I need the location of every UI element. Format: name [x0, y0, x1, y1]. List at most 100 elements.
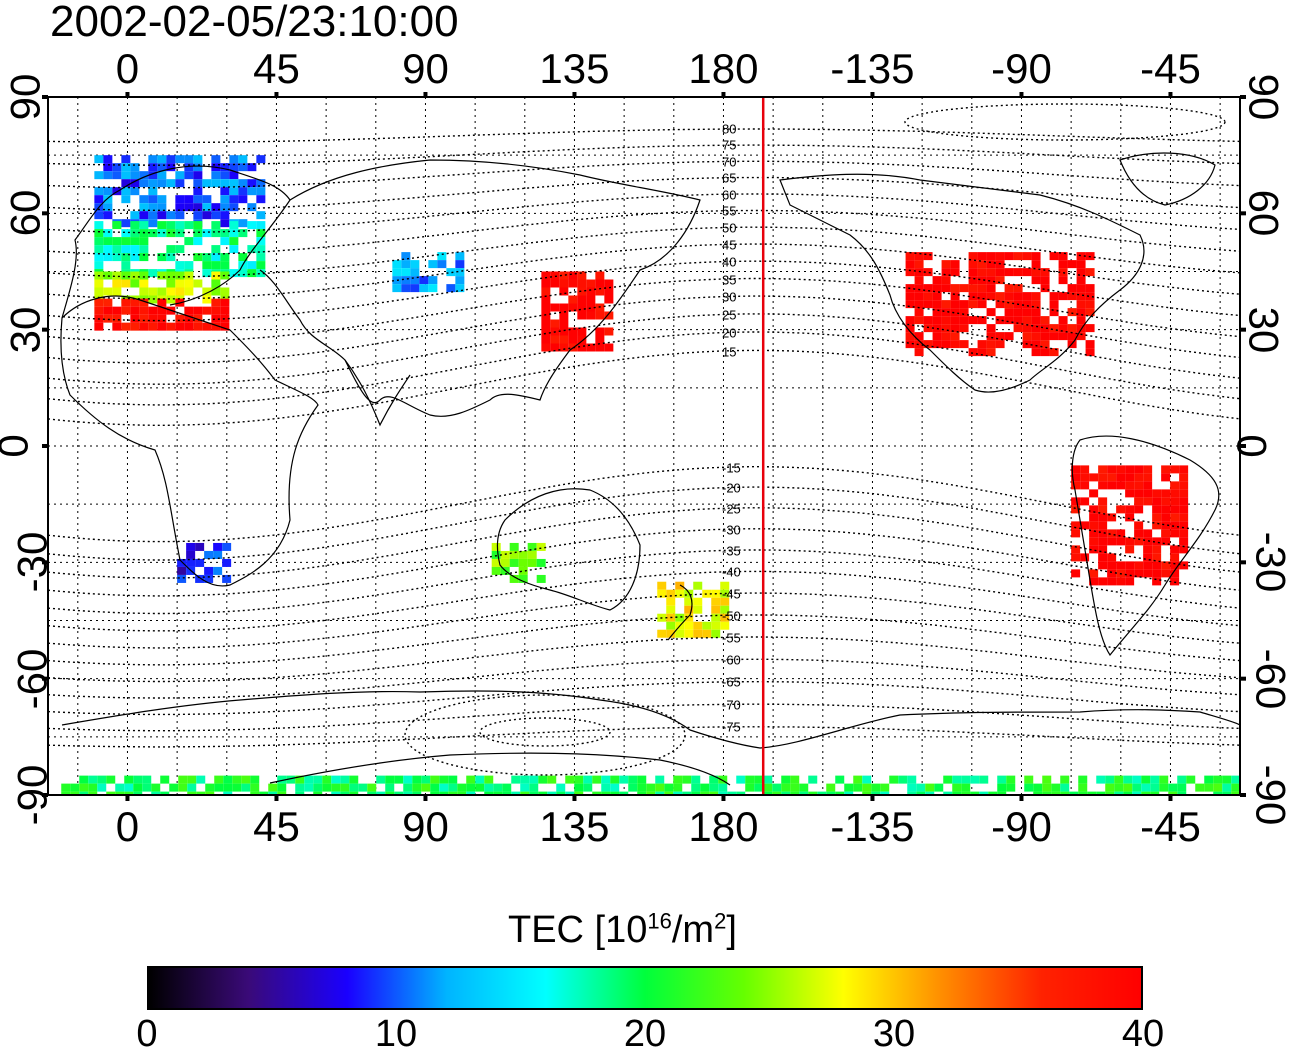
tec-cell	[583, 775, 593, 784]
tec-cell	[241, 783, 251, 792]
tec-cell	[1031, 252, 1041, 261]
tec-cell	[184, 314, 194, 323]
tec-cell	[1071, 473, 1081, 482]
contour-level-label: 65	[722, 170, 737, 186]
tec-cell	[112, 306, 122, 315]
tec-cell	[148, 211, 158, 220]
tec-cell	[115, 791, 125, 795]
tec-cell	[1076, 332, 1086, 341]
tec-cell	[968, 260, 978, 269]
bottom-longitude-tick-label: -45	[1140, 803, 1201, 850]
tec-cell	[684, 597, 694, 606]
tec-cell	[1143, 481, 1153, 490]
tec-cell	[853, 783, 863, 792]
tec-cell	[997, 775, 1007, 784]
tec-cell	[1107, 577, 1117, 586]
tec-cell	[256, 237, 266, 246]
tec-cell	[1085, 324, 1095, 333]
tec-cell	[139, 203, 149, 212]
tec-cell	[1143, 569, 1153, 578]
tec-cell	[238, 269, 248, 278]
tec-cell	[977, 268, 987, 277]
tec-cell	[541, 303, 551, 312]
tec-cell	[202, 211, 212, 220]
tec-cell	[817, 791, 827, 795]
contour-level-label: 35	[722, 272, 737, 288]
bottom-longitude-tick-label: 135	[539, 803, 610, 850]
tec-cell	[995, 276, 1005, 285]
tec-cell	[157, 171, 167, 180]
tec-cell	[103, 155, 113, 164]
contour-level-label: -50	[722, 608, 741, 624]
tec-cell	[518, 574, 528, 583]
tec-cell	[238, 163, 248, 172]
contour-line	[48, 209, 1240, 256]
tec-cell	[220, 179, 230, 188]
tec-cell	[121, 195, 131, 204]
tec-cell	[211, 322, 221, 331]
tec-cell	[121, 253, 131, 262]
tec-cell	[256, 253, 266, 262]
tec-cell	[238, 219, 248, 228]
tec-cell	[1051, 783, 1061, 792]
tec-cell	[187, 775, 197, 784]
tec-cell	[139, 179, 149, 188]
tec-cell	[684, 629, 694, 638]
tec-cell	[950, 316, 960, 325]
tec-cell	[112, 279, 122, 288]
tec-cell	[1105, 775, 1115, 784]
tec-cell	[349, 783, 359, 792]
tec-cell	[1089, 569, 1099, 578]
tec-cell	[94, 221, 104, 230]
tec-cell	[1098, 513, 1108, 522]
tec-cell	[601, 783, 611, 792]
tec-cell	[157, 229, 167, 238]
tec-cell	[1049, 252, 1059, 261]
tec-cell	[862, 775, 872, 784]
tec-cell	[1031, 340, 1041, 349]
tec-cell	[112, 253, 122, 262]
tec-cell	[229, 155, 239, 164]
tec-cell	[1031, 308, 1041, 317]
tec-cell	[968, 316, 978, 325]
tec-cell	[184, 306, 194, 315]
tec-cell	[157, 211, 167, 220]
tec-cell	[880, 783, 890, 792]
tec-cell	[148, 203, 158, 212]
tec-cell	[871, 791, 881, 795]
tec-cell	[959, 300, 969, 309]
tec-cell	[256, 179, 266, 188]
tec-cell	[220, 195, 230, 204]
tec-cell	[103, 229, 113, 238]
tec-cell	[112, 245, 122, 254]
tec-cell	[1060, 783, 1070, 792]
tec-cell	[193, 171, 203, 180]
tec-cell	[1067, 332, 1077, 341]
tec-cell	[437, 260, 447, 269]
tec-cell	[304, 783, 314, 792]
tec-cell	[139, 245, 149, 254]
tec-cell	[1022, 332, 1032, 341]
tec-cell	[1078, 783, 1088, 792]
contour-line	[48, 128, 1240, 144]
tec-cell	[693, 621, 703, 630]
tec-cell	[574, 783, 584, 792]
tec-cell	[238, 229, 248, 238]
tec-cell	[1143, 561, 1153, 570]
tec-cell	[1067, 292, 1077, 301]
tec-cell	[202, 287, 212, 296]
tec-cell	[905, 292, 915, 301]
tec-cell	[914, 340, 924, 349]
tec-cell	[541, 287, 551, 296]
tec-cell	[410, 260, 420, 269]
tec-cell	[666, 629, 676, 638]
tec-cell	[527, 542, 537, 551]
tec-cell	[166, 229, 176, 238]
latitude-tick-mark	[1240, 95, 1246, 99]
tec-cell	[727, 791, 737, 795]
tec-cell	[1098, 521, 1108, 530]
tec-cell	[195, 558, 205, 567]
tec-cell	[184, 155, 194, 164]
tec-cell	[1125, 465, 1135, 474]
tec-cell	[175, 171, 185, 180]
